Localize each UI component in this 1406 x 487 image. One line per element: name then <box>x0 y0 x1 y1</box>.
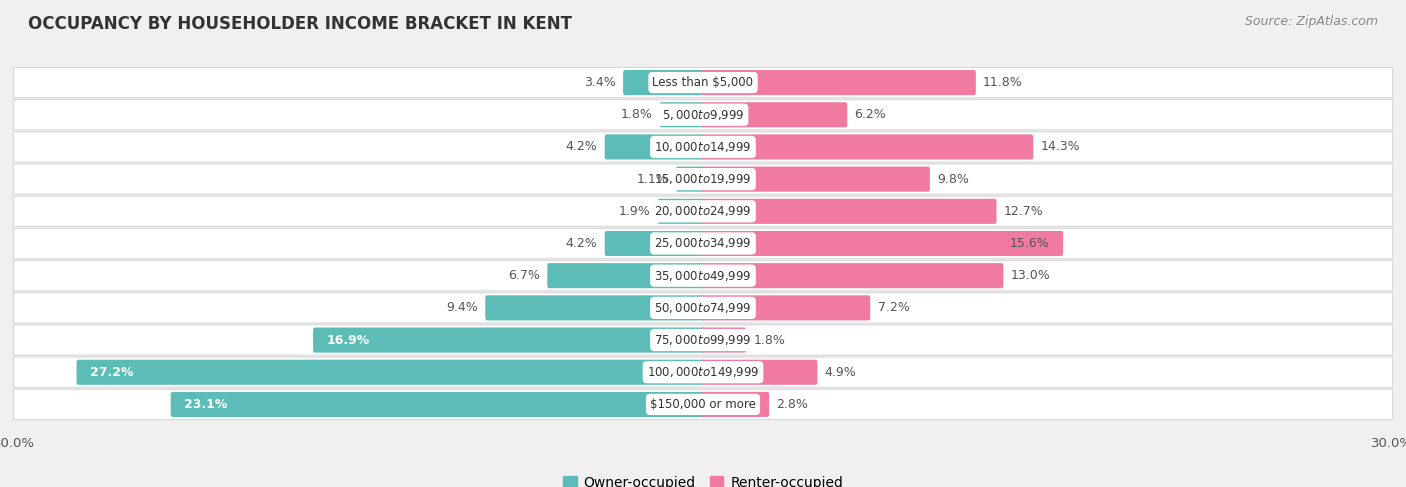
FancyBboxPatch shape <box>702 360 817 385</box>
FancyBboxPatch shape <box>702 295 870 320</box>
Text: 27.2%: 27.2% <box>90 366 134 379</box>
Text: 1.8%: 1.8% <box>754 334 786 347</box>
Text: 16.9%: 16.9% <box>326 334 370 347</box>
FancyBboxPatch shape <box>702 263 1004 288</box>
FancyBboxPatch shape <box>14 228 1392 259</box>
Text: 15.6%: 15.6% <box>1010 237 1050 250</box>
FancyBboxPatch shape <box>659 102 704 127</box>
FancyBboxPatch shape <box>14 68 1392 98</box>
Text: 11.8%: 11.8% <box>983 76 1024 89</box>
FancyBboxPatch shape <box>14 357 1392 387</box>
Text: $35,000 to $49,999: $35,000 to $49,999 <box>654 269 752 282</box>
FancyBboxPatch shape <box>702 199 997 224</box>
Text: Less than $5,000: Less than $5,000 <box>652 76 754 89</box>
Text: 12.7%: 12.7% <box>1004 205 1043 218</box>
Text: $100,000 to $149,999: $100,000 to $149,999 <box>647 365 759 379</box>
Text: 6.7%: 6.7% <box>508 269 540 282</box>
FancyBboxPatch shape <box>623 70 704 95</box>
Text: $25,000 to $34,999: $25,000 to $34,999 <box>654 237 752 250</box>
FancyBboxPatch shape <box>676 167 704 192</box>
Text: 9.8%: 9.8% <box>938 172 969 186</box>
FancyBboxPatch shape <box>702 102 848 127</box>
Text: 1.8%: 1.8% <box>620 108 652 121</box>
FancyBboxPatch shape <box>702 70 976 95</box>
FancyBboxPatch shape <box>14 325 1392 355</box>
Legend: Owner-occupied, Renter-occupied: Owner-occupied, Renter-occupied <box>557 470 849 487</box>
Text: 4.2%: 4.2% <box>565 237 598 250</box>
Text: 6.2%: 6.2% <box>855 108 886 121</box>
FancyBboxPatch shape <box>14 164 1392 194</box>
FancyBboxPatch shape <box>605 231 704 256</box>
FancyBboxPatch shape <box>14 261 1392 291</box>
FancyBboxPatch shape <box>605 134 704 160</box>
FancyBboxPatch shape <box>14 389 1392 419</box>
Text: 3.4%: 3.4% <box>583 76 616 89</box>
Text: 23.1%: 23.1% <box>184 398 228 411</box>
Text: $75,000 to $99,999: $75,000 to $99,999 <box>654 333 752 347</box>
Text: $5,000 to $9,999: $5,000 to $9,999 <box>662 108 744 122</box>
FancyBboxPatch shape <box>76 360 704 385</box>
Text: 2.8%: 2.8% <box>776 398 808 411</box>
FancyBboxPatch shape <box>702 231 1063 256</box>
FancyBboxPatch shape <box>702 167 929 192</box>
Text: $10,000 to $14,999: $10,000 to $14,999 <box>654 140 752 154</box>
Text: Source: ZipAtlas.com: Source: ZipAtlas.com <box>1244 15 1378 28</box>
FancyBboxPatch shape <box>14 100 1392 130</box>
Text: OCCUPANCY BY HOUSEHOLDER INCOME BRACKET IN KENT: OCCUPANCY BY HOUSEHOLDER INCOME BRACKET … <box>28 15 572 33</box>
Text: $20,000 to $24,999: $20,000 to $24,999 <box>654 205 752 218</box>
FancyBboxPatch shape <box>485 295 704 320</box>
FancyBboxPatch shape <box>547 263 704 288</box>
Text: 1.9%: 1.9% <box>619 205 650 218</box>
Text: $150,000 or more: $150,000 or more <box>650 398 756 411</box>
FancyBboxPatch shape <box>14 196 1392 226</box>
Text: $15,000 to $19,999: $15,000 to $19,999 <box>654 172 752 186</box>
FancyBboxPatch shape <box>702 392 769 417</box>
FancyBboxPatch shape <box>658 199 704 224</box>
Text: $50,000 to $74,999: $50,000 to $74,999 <box>654 301 752 315</box>
Text: 13.0%: 13.0% <box>1011 269 1050 282</box>
FancyBboxPatch shape <box>702 327 747 353</box>
Text: 4.2%: 4.2% <box>565 140 598 153</box>
Text: 1.1%: 1.1% <box>637 172 669 186</box>
Text: 4.9%: 4.9% <box>825 366 856 379</box>
FancyBboxPatch shape <box>170 392 704 417</box>
FancyBboxPatch shape <box>702 134 1033 160</box>
Text: 14.3%: 14.3% <box>1040 140 1080 153</box>
FancyBboxPatch shape <box>14 293 1392 323</box>
FancyBboxPatch shape <box>14 132 1392 162</box>
Text: 7.2%: 7.2% <box>877 301 910 315</box>
FancyBboxPatch shape <box>314 327 704 353</box>
Text: 9.4%: 9.4% <box>446 301 478 315</box>
